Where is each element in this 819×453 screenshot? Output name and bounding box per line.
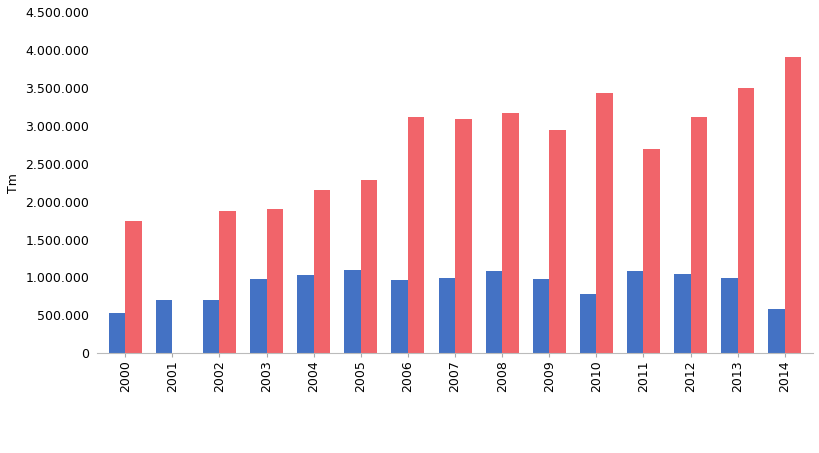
Bar [314,190,330,353]
Bar [595,93,612,353]
Bar [156,300,172,353]
Bar [455,119,471,353]
Bar [407,116,424,353]
Bar [784,58,800,353]
Bar [737,88,753,353]
Bar [485,270,501,353]
Bar [266,209,283,353]
Bar [203,300,219,353]
Bar [344,270,360,353]
Bar [643,149,659,353]
Bar [673,274,690,353]
Bar [721,278,737,353]
Bar [549,130,565,353]
Bar [219,211,236,353]
Bar [125,221,142,353]
Bar [109,313,125,353]
Y-axis label: Tm: Tm [7,173,20,193]
Bar [627,270,643,353]
Bar [501,113,518,353]
Bar [296,275,314,353]
Bar [767,308,784,353]
Bar [250,279,266,353]
Bar [532,279,549,353]
Bar [690,117,706,353]
Bar [391,280,407,353]
Bar [438,278,455,353]
Bar [579,294,595,353]
Bar [360,180,377,353]
